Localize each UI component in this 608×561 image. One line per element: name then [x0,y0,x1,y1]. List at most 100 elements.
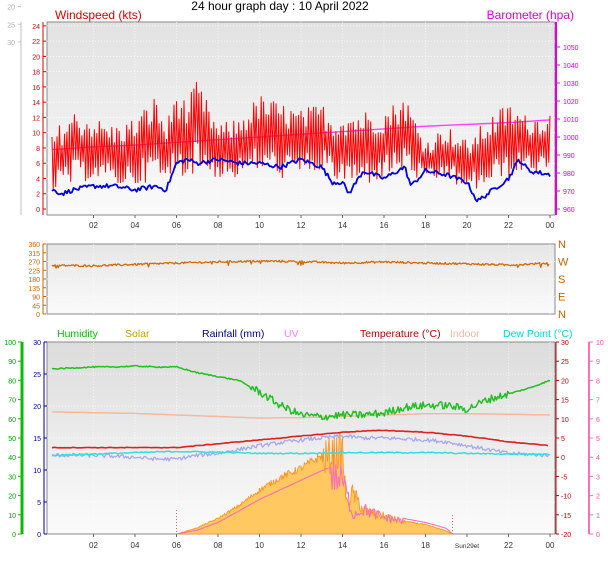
uv-tick-label: 4 [596,455,600,462]
direction-tick-label: 0 [36,312,40,319]
baro-tick-label: 1020 [563,99,579,106]
direction-tick-label: 360 [28,242,40,249]
wind-x-tick-label: 04 [131,221,140,230]
uv-axis: 0 1 2 3 4 5 6 7 8 9 10 [588,340,604,539]
baro-tick-label: 970 [563,189,575,196]
direction-tick-label: 90 [32,295,40,302]
wind-x-tick-label: 06 [172,221,181,230]
solar-area [176,431,453,535]
temperature-line [51,429,549,449]
env-x-tick-label: 06 [172,541,181,550]
temperature-tick-label: 15 [561,398,569,405]
direction-tick-label: 180 [28,277,40,284]
wind-x-axis: 02 04 06 08 10 12 14 16 18 20 22 00 [89,215,555,230]
wind-axis-title: Windspeed (kts) [55,8,142,22]
humidity-axis: 0 10 20 30 40 50 60 70 80 90 100 [4,340,24,539]
outer-tick-label: 30 [7,40,15,47]
wind-x-tick-label: 00 [546,221,555,230]
uv-tick-label: 2 [596,494,600,501]
baro-tick-label: 1040 [563,63,579,70]
wind-tick-label: 0 [36,207,40,214]
apparent-temperature-line [51,434,551,462]
wind-tick-label: 18 [32,70,40,77]
wind-tick-label: 24 [32,24,40,31]
baro-tick-label: 1010 [563,117,579,124]
wind-direction-plot-area [46,243,556,315]
indoor-temperature-line [51,411,551,419]
legend-entry: Indoor [450,328,480,340]
wind-tick-label: 6 [36,161,40,168]
rainfall-axis: 0 5 10 15 20 25 30 [33,340,47,539]
temperature-tick-label: -10 [561,494,571,501]
env-x-tick-label: 02 [89,541,98,550]
humidity-tick-label: 30 [8,474,16,481]
temperature-tick-label: -5 [561,474,567,481]
wind-direction-series [51,259,550,269]
compass-label: N [558,239,566,251]
humidity-tick-label: 60 [8,417,16,424]
wind-tick-label: 20 [32,54,40,61]
humidity-tick-label: 50 [8,436,16,443]
uv-tick-label: 5 [596,436,600,443]
wind-gust-line [51,81,551,190]
humidity-tick-label: 70 [8,398,16,405]
baro-tick-label: 960 [563,207,575,214]
env-x-tick-label: Sun29et [455,543,479,550]
wind-direction-line [51,259,550,269]
uv-tick-label: 9 [596,359,600,366]
direction-tick-label: 135 [28,286,40,293]
wind-x-tick-label: 22 [504,221,513,230]
wind-tick-label: 2 [36,192,40,199]
rainfall-tick-label: 15 [33,436,41,443]
env-x-tick-label: 18 [421,541,430,550]
legend-entry: Humidity [57,328,99,340]
wind-direction-grid [47,244,555,314]
baro-right-axis: 960 970 980 990 1000 1010 1020 1030 1040 1050 [555,22,579,215]
wind-x-tick-label: 02 [89,221,98,230]
wind-tick-label: 4 [36,176,40,183]
environment-series [51,364,551,535]
rainfall-tick-label: 10 [33,468,41,475]
humidity-tick-label: 0 [12,532,16,539]
direction-tick-label: 45 [32,303,40,310]
baro-tick-label: 1050 [563,45,579,52]
wind-tick-label: 12 [32,115,40,122]
uv-tick-label: 7 [596,398,600,405]
wind-tick-label: 22 [32,39,40,46]
wind-baro-grid [47,22,555,215]
compass-label: E [558,292,565,304]
wind-x-tick-label: 10 [255,221,264,230]
wind-baro-series [51,81,551,203]
rainfall-tick-label: 5 [37,500,41,507]
env-x-tick-label: 22 [504,541,513,550]
wind-x-tick-label: 16 [380,221,389,230]
direction-tick-label: 270 [28,260,40,267]
environment-chart: Humidity Solar Rainfall (mm) UV Temperature … [4,328,604,550]
compass-label: S [558,274,565,286]
humidity-tick-label: 90 [8,359,16,366]
outer-tick-label: 20 [7,5,15,12]
baro-axis-title: Barometer (hpa) [487,8,574,22]
dew-point-line [51,450,549,457]
temperature-axis: -20 -15 -10 -5 0 5 10 15 20 25 30 [555,340,571,539]
baro-tick-label: 990 [563,153,575,160]
temperature-tick-label: 0 [561,455,565,462]
env-x-tick-label: 16 [380,541,389,550]
temperature-tick-label: 5 [561,436,565,443]
temperature-tick-label: -15 [561,513,571,520]
outer-tick-label: 25 [7,22,15,29]
rainfall-tick-label: 20 [33,404,41,411]
direction-tick-label: 225 [28,268,40,275]
humidity-tick-label: 100 [4,340,16,347]
env-x-tick-label: 12 [297,541,306,550]
baro-tick-label: 980 [563,171,575,178]
wind-x-tick-label: 20 [463,221,472,230]
temperature-tick-label: -20 [561,532,571,539]
legend-entry: Temperature (°C) [360,328,441,340]
legend-entry: Dew Point (°C) [503,328,573,340]
environment-legend: Humidity Solar Rainfall (mm) UV Temperature … [57,328,573,340]
